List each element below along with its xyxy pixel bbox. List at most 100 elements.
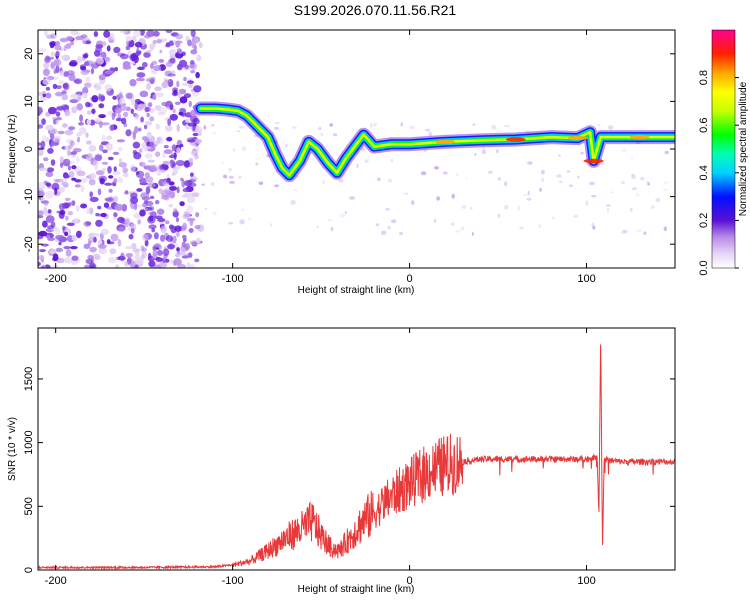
spectrogram-noise-blob <box>62 225 66 231</box>
spectrogram-noise-blob <box>84 82 92 88</box>
spectrogram-noise-blob <box>43 206 48 214</box>
spectrogram-noise-blob <box>152 249 158 257</box>
spectrogram-noise-blob <box>85 132 89 138</box>
spectrogram-noise-blob <box>119 97 125 105</box>
spectrogram-noise-blob <box>370 123 373 128</box>
spectrogram-noise-blob <box>241 146 247 152</box>
spectrogram-noise-blob <box>180 51 186 57</box>
spectrogram-noise-blob <box>139 161 146 167</box>
spectrogram-noise-blob <box>181 255 189 259</box>
spectrogram-noise-blob <box>137 127 142 132</box>
spectrogram-noise-blob <box>590 195 597 198</box>
spectrogram-noise-blob <box>52 253 59 261</box>
spectrogram-noise-blob <box>47 147 54 154</box>
spectrogram-noise-blob <box>187 122 195 127</box>
spectrogram-noise-blob <box>85 76 91 83</box>
spectrogram-noise-blob <box>385 207 390 211</box>
spectrogram-noise-blob <box>88 144 97 152</box>
spectrogram-noise-blob <box>111 112 116 121</box>
spectrogram-noise-blob <box>113 216 117 220</box>
spectrogram-noise-blob <box>192 117 200 125</box>
spectrogram-noise-blob <box>145 176 154 183</box>
spectrogram-noise-blob <box>167 243 175 250</box>
spectrogram-noise-blob <box>80 66 87 71</box>
spectrogram-noise-blob <box>196 54 202 62</box>
spectrogram-noise-blob <box>139 30 145 36</box>
spectrogram-noise-blob <box>238 125 245 129</box>
spectrogram-noise-blob <box>183 160 190 168</box>
spectrogram-noise-blob <box>89 191 93 198</box>
spectrogram-noise-blob <box>148 206 155 211</box>
spectrogram-noise-blob <box>664 150 669 155</box>
spectrogram-noise-blob <box>44 56 51 64</box>
spectrogram-noise-blob <box>411 200 415 206</box>
spectrogram-noise-blob <box>38 146 42 154</box>
spectrogram-noise-blob <box>38 214 44 219</box>
spectrogram-noise-blob <box>145 50 152 54</box>
spectrogram-noise-blob <box>39 190 45 197</box>
spectrogram-noise-blob <box>112 170 121 176</box>
spectrogram-noise-blob <box>121 105 127 111</box>
spectrogram-noise-blob <box>113 46 121 54</box>
spectrogram-noise-blob <box>178 111 184 116</box>
spectrogram-noise-blob <box>143 200 149 204</box>
spectrogram-noise-blob <box>428 131 432 137</box>
spectrogram-noise-blob <box>175 40 181 48</box>
spectrogram-noise-blob <box>134 264 139 268</box>
spectrogram-noise-blob <box>55 50 60 57</box>
spectrogram-noise-blob <box>176 247 180 252</box>
spectrogram-noise-blob <box>38 210 44 216</box>
spectrogram-noise-blob <box>136 72 146 78</box>
spectrogram-noise-blob <box>156 168 162 176</box>
spectrogram-noise-blob <box>316 225 319 229</box>
spectrogram-noise-blob <box>527 190 530 196</box>
spectrogram-noise-blob <box>144 106 150 113</box>
spectrogram-noise-blob <box>176 124 180 132</box>
spectrogram-noise-blob <box>41 264 46 268</box>
spectrogram-noise-blob <box>151 70 158 75</box>
spectrogram-noise-blob <box>74 179 82 183</box>
spectrogram-noise-blob <box>94 118 102 124</box>
spectrogram-noise-blob <box>285 143 288 148</box>
spectrogram-noise-blob <box>43 201 49 206</box>
spectrogram-noise-blob <box>636 229 642 232</box>
spectrogram-noise-blob <box>173 258 182 266</box>
spectrogram-noise-blob <box>134 113 140 120</box>
x-tick-label: 100 <box>577 575 595 587</box>
spectrogram-noise-blob <box>101 134 106 142</box>
spectrogram-noise-blob <box>117 216 125 223</box>
spectrogram-noise-blob <box>58 203 66 211</box>
spectrogram-noise-blob <box>176 80 180 88</box>
spectrogram-noise-blob <box>522 193 529 197</box>
spectrogram-noise-blob <box>83 53 88 59</box>
spectrogram-noise-blob <box>239 219 245 225</box>
spectrogram-noise-blob <box>540 169 545 175</box>
spectrogram-noise-blob <box>71 255 79 261</box>
spectrogram-noise-blob <box>137 219 142 225</box>
spectrogram-noise-blob <box>229 175 235 178</box>
spectrogram-noise-blob <box>135 50 140 57</box>
spectrogram-noise-blob <box>69 246 78 250</box>
spectrogram-noise-blob <box>189 263 196 268</box>
spectrogram-noise-blob <box>153 264 162 268</box>
spectrogram-noise-blob <box>597 124 601 127</box>
spectrogram-noise-blob <box>175 253 180 258</box>
spectrogram-noise-blob <box>54 45 62 51</box>
spectrogram-noise-blob <box>39 167 48 171</box>
spectrogram-noise-blob <box>93 31 99 37</box>
spectrogram-noise-blob <box>238 175 242 179</box>
spectrogram-noise-blob <box>149 78 155 85</box>
y-tick-label: 1500 <box>23 367 35 391</box>
spectrogram-noise-blob <box>607 125 614 130</box>
colorbar-tick-label: 0.4 <box>698 165 710 180</box>
spectrogram-noise-blob <box>157 218 166 222</box>
spectrogram-noise-blob <box>558 180 563 184</box>
spectrogram-noise-blob <box>118 158 122 164</box>
spectrogram-noise-blob <box>63 45 67 52</box>
colorbar-tick-label: 0.2 <box>698 213 710 228</box>
spectrogram-noise-blob <box>140 116 145 123</box>
spectrogram-noise-blob <box>241 208 245 212</box>
spectrogram-noise-blob <box>76 103 83 111</box>
spectrogram-noise-blob <box>46 34 54 39</box>
spectrogram-noise-blob <box>156 249 164 256</box>
